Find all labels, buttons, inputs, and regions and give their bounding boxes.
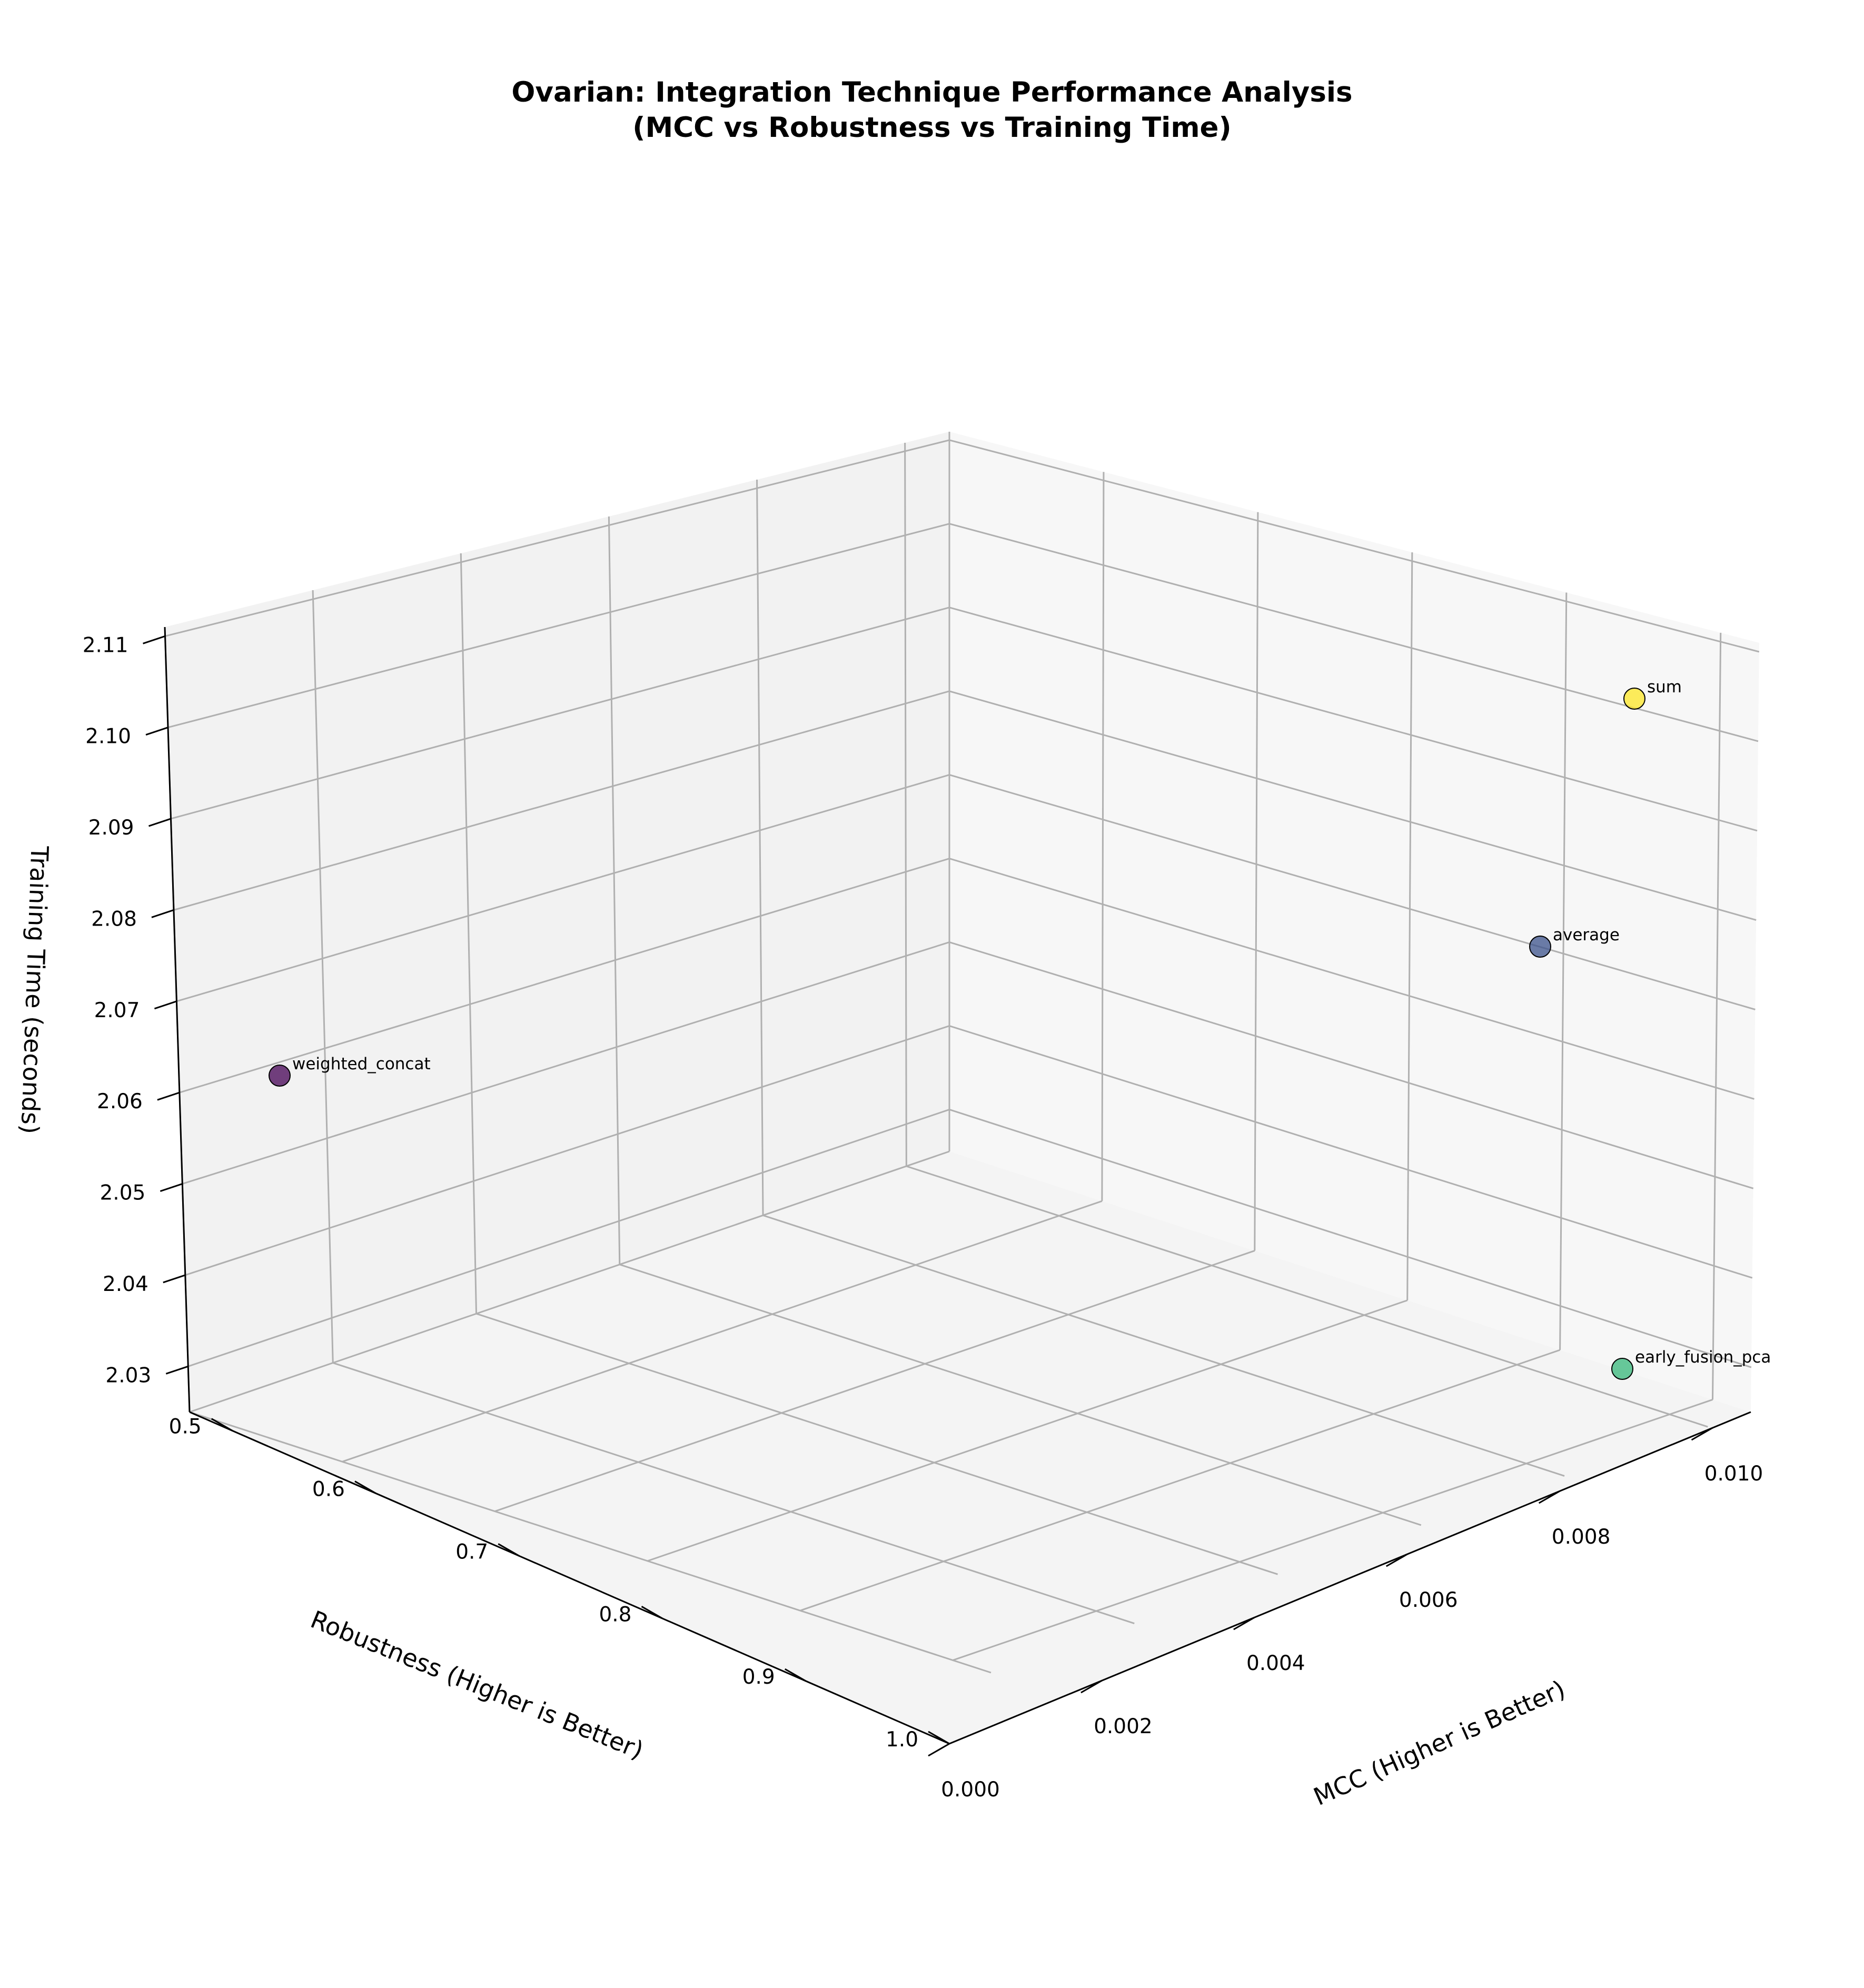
point-label-sum: sum <box>1647 678 1682 697</box>
x-tick-label-4: 0.008 <box>1552 1525 1611 1549</box>
z-tick-2 <box>160 1183 183 1192</box>
grid-y-floor-3 <box>476 1313 1278 1575</box>
point-early_fusion_pca <box>1611 1358 1633 1380</box>
grid-z-8 <box>165 439 1760 653</box>
z-tick-6 <box>148 818 171 827</box>
grid-z-3 <box>179 858 1754 1100</box>
z-tick-label-8: 2.11 <box>83 633 128 657</box>
grid-x-floor-2 <box>494 1250 1255 1512</box>
data-points: weighted_concat average early_fusion_pca su… <box>269 678 1771 1380</box>
grid-x-wall-4 <box>1559 592 1568 1350</box>
grid-x-floor-0 <box>189 1150 950 1413</box>
right-wall-pane <box>949 432 1759 1412</box>
floor-pane <box>190 1151 1751 1744</box>
z-tick-label-6: 2.09 <box>88 816 134 840</box>
y-axis-line <box>189 1411 950 1745</box>
x-tick-3 <box>1385 1553 1408 1567</box>
grid-x-wall-3 <box>1406 552 1413 1300</box>
y-tick-label-0: 0.5 <box>169 1415 202 1439</box>
grid-x-floor-5 <box>953 1399 1713 1661</box>
grid-y-wall-4 <box>312 590 334 1363</box>
grid-x-wall-2 <box>1254 512 1259 1251</box>
point-weighted_concat <box>269 1065 291 1087</box>
grid-x-wall-5 <box>1712 632 1722 1400</box>
x-tick-4 <box>1538 1490 1561 1504</box>
y-axis-title: Robustness (Higher is Better) <box>306 1605 647 1764</box>
grid-y-floor-2 <box>619 1264 1422 1526</box>
axis-lines <box>164 627 1751 1745</box>
y-tick-label-1: 0.6 <box>312 1478 345 1502</box>
point-label-early_fusion_pca: early_fusion_pca <box>1635 1348 1771 1367</box>
chart-title-line-1: Ovarian: Integration Technique Performan… <box>511 76 1352 108</box>
x-tick-label-1: 0.002 <box>1094 1715 1153 1738</box>
y-tick-label-4: 0.9 <box>742 1665 775 1689</box>
z-tick-label-7: 2.10 <box>85 725 131 749</box>
grid-x-floor-3 <box>647 1299 1408 1562</box>
z-tick-7 <box>145 727 168 736</box>
grid-z-5 <box>173 690 1757 921</box>
axes-panes <box>165 432 1759 1744</box>
x-tick-label-5: 0.010 <box>1704 1462 1763 1486</box>
grid-y-wall-3 <box>460 553 478 1314</box>
grid-lines <box>164 432 1760 1674</box>
y-tick-2 <box>498 1543 520 1557</box>
point-average <box>1529 936 1551 958</box>
x-tick-label-2: 0.004 <box>1246 1652 1305 1675</box>
grid-z-0 <box>187 1108 1752 1368</box>
z-tick-3 <box>157 1091 180 1101</box>
grid-x-floor-4 <box>800 1349 1561 1612</box>
z-tick-1 <box>163 1274 186 1284</box>
point-label-average: average <box>1553 926 1620 945</box>
z-tick-label-0: 2.03 <box>105 1364 151 1387</box>
x-tick-2 <box>1233 1616 1255 1631</box>
y-tick-1 <box>354 1480 376 1494</box>
z-tick-label-5: 2.08 <box>91 907 137 931</box>
grid-z-4 <box>176 774 1756 1010</box>
z-tick-label-1: 2.04 <box>103 1273 148 1296</box>
z-tick-4 <box>154 1000 177 1010</box>
grid-z-1 <box>185 1025 1753 1279</box>
grid-y-floor-5 <box>189 1411 992 1674</box>
z-tick-0 <box>165 1365 189 1375</box>
x-tick-5 <box>1691 1427 1713 1441</box>
chart-title-line-2: (MCC vs Robustness vs Training Time) <box>632 112 1231 144</box>
grid-x-wall-1 <box>1101 472 1105 1201</box>
z-axis-line <box>164 627 191 1413</box>
grid-z-7 <box>167 523 1759 742</box>
x-tick-label-3: 0.006 <box>1399 1588 1458 1612</box>
z-tick-label-2: 2.05 <box>100 1181 145 1205</box>
z-tick-8 <box>143 635 166 644</box>
z-tick-label-4: 2.07 <box>94 999 140 1022</box>
x-tick-1 <box>1080 1679 1103 1694</box>
grid-y-floor-4 <box>332 1362 1135 1625</box>
y-tick-5 <box>928 1731 950 1745</box>
grid-x-floor-1 <box>342 1200 1103 1463</box>
grid-y-floor-0 <box>906 1165 1708 1428</box>
z-tick-label-3: 2.06 <box>97 1090 143 1114</box>
grid-y-wall-0 <box>904 442 907 1167</box>
point-sum <box>1623 688 1645 710</box>
x-axis-line <box>949 1411 1751 1745</box>
y-tick-0 <box>211 1418 233 1432</box>
y-tick-4 <box>784 1668 807 1682</box>
grid-z-2 <box>182 941 1754 1189</box>
grid-y-floor-1 <box>762 1214 1565 1477</box>
x-tick-label-0: 0.000 <box>941 1778 1000 1802</box>
x-tick-0 <box>928 1743 950 1757</box>
grid-y-wall-2 <box>608 516 621 1265</box>
axis-ticks: 0.000 0.002 0.004 0.006 0.008 0.010 0.5 0.6 0.7 0… <box>83 633 1763 1802</box>
y-tick-label-2: 0.7 <box>455 1540 488 1564</box>
y-tick-3 <box>641 1605 663 1619</box>
grid-z-6 <box>171 607 1758 832</box>
z-axis-title: Training Time (seconds) <box>15 845 54 1135</box>
x-axis-title: MCC (Higher is Better) <box>1310 1675 1570 1811</box>
grid-y-wall-1 <box>756 479 764 1216</box>
y-tick-label-5: 1.0 <box>886 1728 918 1752</box>
point-label-weighted_concat: weighted_concat <box>292 1055 431 1073</box>
z-tick-5 <box>151 909 174 918</box>
y-tick-label-3: 0.8 <box>599 1603 631 1626</box>
